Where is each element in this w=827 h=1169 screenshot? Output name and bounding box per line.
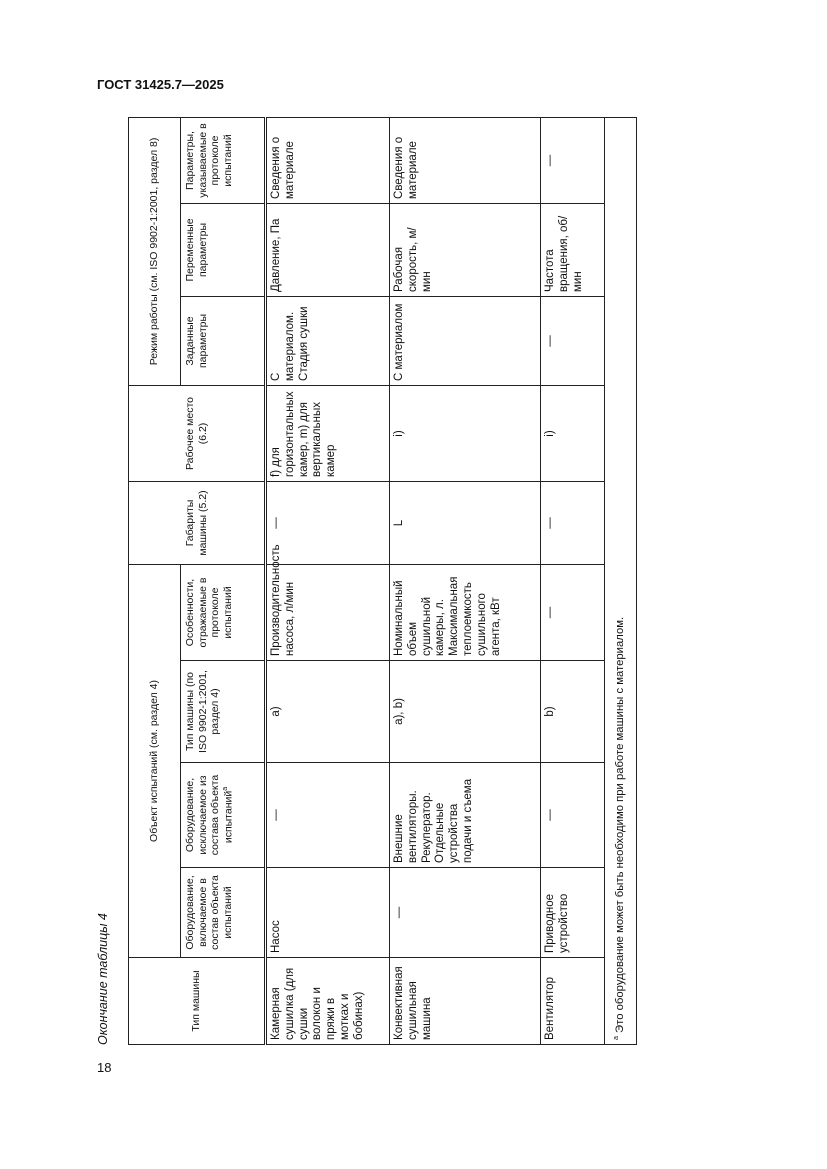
cell-machine-type: Конвективная сушильная машина [389, 957, 541, 1045]
cell-var-params: Давление, Па [265, 203, 390, 297]
footnote-ref: a [221, 786, 229, 791]
cell-included: Насос [265, 867, 390, 958]
cell-features: — [540, 564, 605, 661]
cell-report-params: — [540, 117, 605, 204]
header-machine-type: Тип машины [128, 957, 266, 1045]
cell-workplace: f) для горизонтальных камер, m) для верт… [265, 385, 390, 482]
cell-var-params: Рабочая скорость, м/мин [389, 203, 541, 297]
header-var-params: Переменные параметры [180, 203, 266, 297]
table-caption: Окончание таблицы 4 [96, 913, 110, 1045]
header-set-params: Заданные параметры [180, 296, 266, 386]
cell-set-params: С материалом [389, 296, 541, 386]
rotated-table-container: Тип машины Объект испытаний (см. раздел … [128, 116, 637, 1045]
header-dimensions: Габариты машины (5.2) [128, 481, 266, 565]
group-header-mode: Режим работы (см. ISO 9902-1:2001, разде… [128, 117, 181, 386]
cell-var-params: Частота вращения, об/мин [540, 203, 605, 297]
cell-excluded: — [540, 762, 605, 868]
cell-features: Производительность насоса, л/мин [265, 544, 390, 661]
cell-excluded: Внешние вентиляторы. Рекуператор. Отдель… [389, 762, 541, 868]
table-footnote: a Это оборудование может быть необходимо… [604, 117, 637, 1045]
table-row: Вентилятор Приводное устройство — b) — —… [540, 117, 605, 1045]
footnote-text: Это оборудование может быть необходимо п… [614, 616, 627, 1033]
cell-iso-type: a) [265, 660, 390, 763]
cell-workplace: i) [389, 385, 541, 482]
cell-dimensions: — [265, 481, 390, 565]
cell-excluded: — [265, 762, 390, 868]
cell-iso-type: a), b) [389, 660, 541, 763]
cell-report-params: Сведения о материале [265, 117, 390, 204]
cell-included: — [389, 867, 541, 958]
header-iso-type: Тип машины (по ISO 9902-1:2001, раздел 4… [180, 660, 266, 763]
table-row: Камерная сушилка (для сушки волокон и пр… [265, 117, 390, 1045]
data-table: Тип машины Объект испытаний (см. раздел … [128, 116, 637, 1045]
cell-iso-type: b) [540, 660, 605, 763]
cell-machine-type: Вентилятор [540, 957, 605, 1045]
cell-dimensions: — [540, 481, 605, 565]
header-workplace: Рабочее место (6.2) [128, 385, 266, 482]
cell-set-params: С материалом. Стадия сушки [265, 296, 390, 386]
document-standard: ГОСТ 31425.7—2025 [97, 77, 224, 92]
table-row: Конвективная сушильная машина — Внешние … [389, 117, 541, 1045]
cell-workplace: i) [540, 385, 605, 482]
cell-machine-type: Камерная сушилка (для сушки волокон и пр… [265, 957, 390, 1045]
cell-set-params: — [540, 296, 605, 386]
cell-dimensions: L [389, 481, 541, 565]
group-header-object: Объект испытаний (см. раздел 4) [128, 564, 181, 958]
header-features: Особенности, отражаемые в протоколе испы… [180, 564, 266, 661]
header-excluded: Оборудование, исключаемое из состава объ… [180, 762, 266, 868]
page-number: 18 [97, 1060, 112, 1075]
cell-included: Приводное устройство [540, 867, 605, 958]
cell-report-params: Сведения о материале [389, 117, 541, 204]
header-included: Оборудование, включаемое в состав объект… [180, 867, 266, 958]
header-report-params: Параметры, указываемые в протоколе испыт… [180, 117, 266, 204]
footnote-mark: a [613, 1036, 621, 1040]
cell-features: Номинальный объем сушильной камеры, л. М… [389, 564, 541, 661]
